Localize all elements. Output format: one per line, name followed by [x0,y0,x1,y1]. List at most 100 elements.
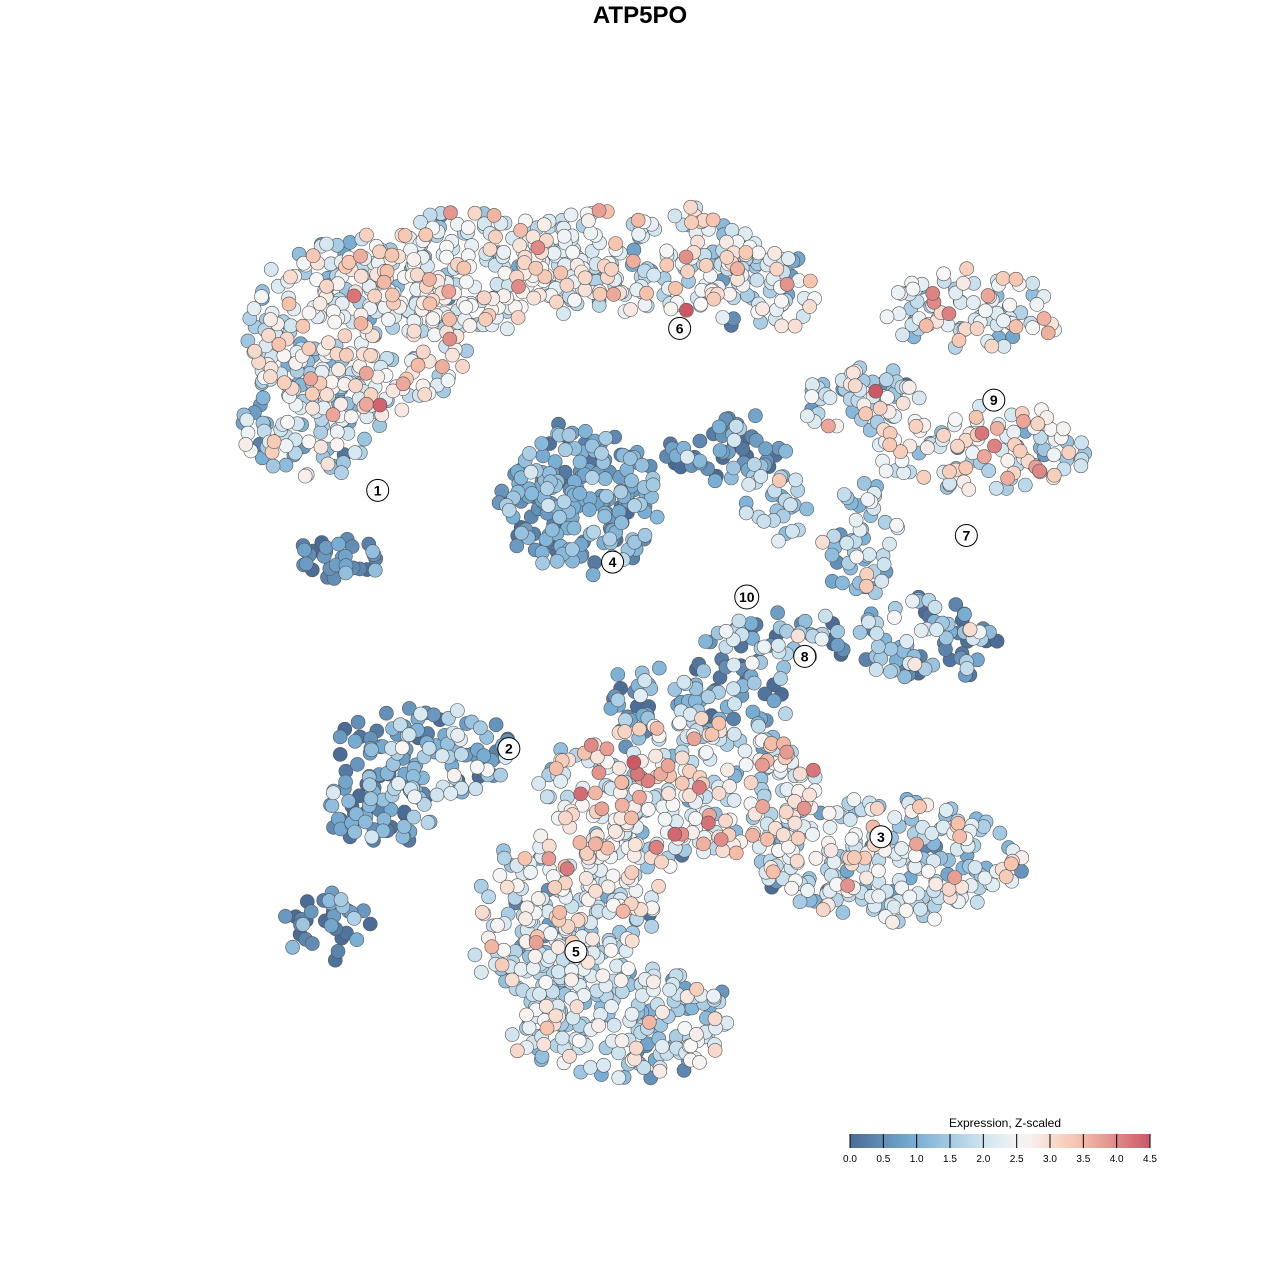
cell-point [556,306,571,321]
cell-point [532,986,547,1002]
cell-point [376,274,392,290]
cell-point [330,943,346,959]
cell-point [1040,325,1056,341]
chart-title: ATP5PO [592,2,688,29]
cell-point [313,439,329,455]
cell-point [246,301,262,316]
cell-point [726,681,741,697]
cell-point [620,961,636,976]
cell-point [492,868,508,883]
cell-point [585,567,601,583]
cell-point [790,628,806,644]
cluster-label-text: 1 [374,482,382,498]
cell-point [531,891,546,906]
cell-point [1046,447,1062,463]
cell-point [338,565,354,581]
cell-point [1074,435,1089,451]
cell-point [357,431,372,447]
cell-point [895,327,910,343]
cell-point [318,540,334,555]
cell-point [539,789,555,805]
cluster-label-badge [601,550,625,574]
cell-point [925,286,941,301]
cell-point [924,826,940,841]
cell-point [392,717,408,733]
cell-point [559,861,575,877]
cell-point [309,272,324,287]
cell-point [1003,856,1019,872]
cell-point [802,787,817,803]
cell-point [486,208,502,223]
cell-point [456,260,472,276]
cell-point [637,527,653,543]
cell-point [454,747,469,762]
cell-point [499,321,515,337]
cluster-label-text: 9 [990,392,998,408]
cell-point [805,827,820,842]
cell-point [790,830,806,846]
cell-point [1025,276,1040,291]
cell-point [711,715,727,731]
cell-point [808,850,824,866]
cell-point [446,768,462,783]
cell-point [346,288,362,304]
cell-point [613,973,629,988]
cell-point [720,762,735,778]
cell-point [450,727,466,743]
cell-point [591,203,607,218]
cell-point [261,328,276,343]
cell-point [599,741,615,757]
cell-point [569,999,585,1015]
cell-point [783,497,798,513]
cell-point [655,1004,670,1020]
cell-point [871,888,887,904]
cell-point [611,1070,627,1085]
cell-point [1056,421,1071,437]
cell-point [696,836,711,852]
cell-point [239,412,255,428]
cell-point [667,208,683,224]
cell-point [413,706,429,722]
cell-point [395,376,411,392]
cell-point [785,523,800,539]
cell-point [672,715,688,731]
cell-point [597,471,613,487]
legend-tick-label: 2.5 [1010,1154,1024,1165]
cell-point [743,616,759,631]
cell-point [887,610,902,625]
cell-point [592,286,608,302]
cluster-label-text: 10 [739,589,755,605]
cell-point [353,316,369,331]
cell-point [347,733,363,749]
cell-point [822,820,838,835]
cell-point [661,786,676,802]
cell-point [326,785,341,801]
cell-point [909,836,924,852]
cluster-label-badge [564,940,588,964]
cell-point [748,408,763,424]
cell-point [410,357,426,373]
cell-point [276,375,292,391]
cell-point [586,524,601,540]
cell-point [976,449,992,464]
cell-point [998,869,1014,885]
cell-point [581,213,596,228]
cell-point [846,850,862,865]
cell-point [663,301,679,317]
cell-point [435,359,450,374]
cell-point [321,335,336,351]
cell-point [564,972,579,988]
cell-point [571,1033,587,1049]
cell-point [883,664,898,679]
cell-point [1012,443,1028,459]
legend-tick-label: 0.5 [876,1154,890,1165]
cell-point [301,434,317,450]
cell-point [303,904,319,920]
cell-point [624,810,639,826]
cell-point [941,881,957,897]
cell-point [518,911,533,927]
cell-point [701,815,716,831]
cell-point [521,1020,537,1035]
cell-point [792,894,808,910]
